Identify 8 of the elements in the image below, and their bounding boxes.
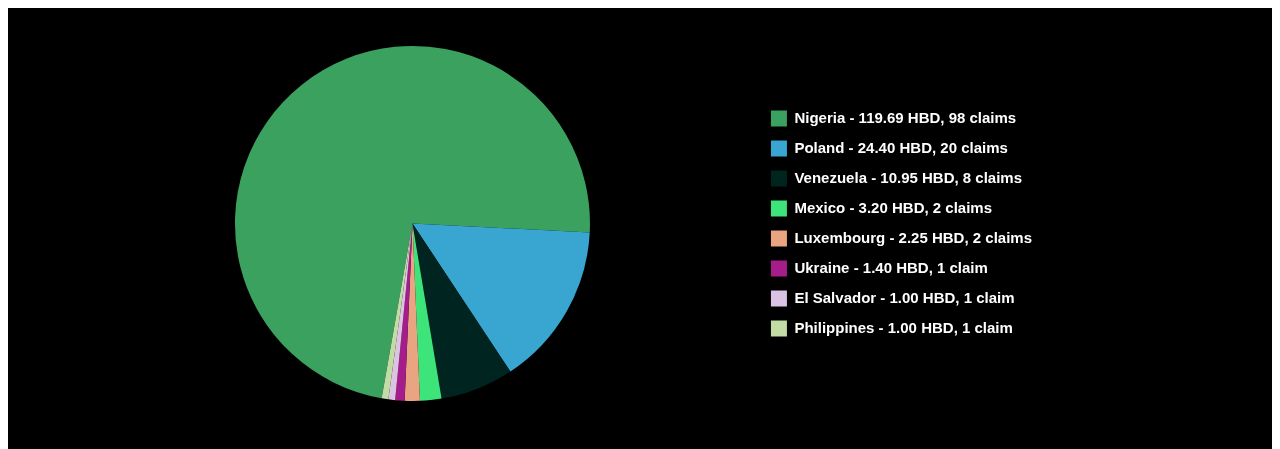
legend-label: Ukraine - 1.40 HBD, 1 claim (794, 258, 988, 276)
legend-label: Mexico - 3.20 HBD, 2 claims (794, 198, 993, 216)
legend-label: Venezuela - 10.95 HBD, 8 claims (794, 168, 1023, 186)
legend-label: Nigeria - 119.69 HBD, 98 claims (794, 108, 1017, 126)
legend-label: Philippines - 1.00 HBD, 1 claim (794, 318, 1013, 336)
legend-label: Luxembourg - 2.25 HBD, 2 claims (794, 228, 1033, 246)
legend-label: Poland - 24.40 HBD, 20 claims (794, 138, 1008, 156)
legend-label: El Salvador - 1.00 HBD, 1 claim (794, 288, 1015, 306)
